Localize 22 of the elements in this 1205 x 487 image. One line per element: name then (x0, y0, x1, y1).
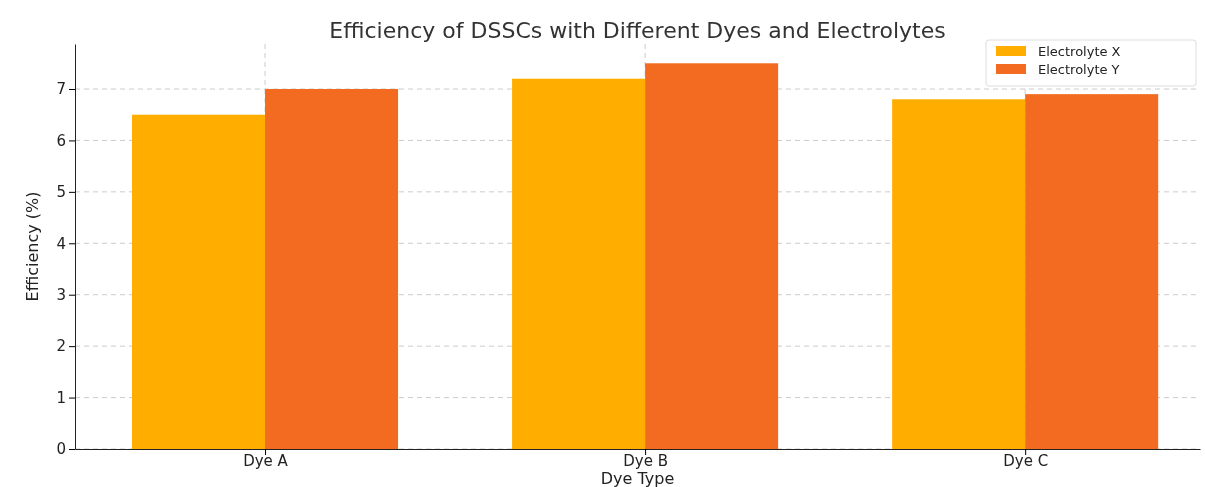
x-tick-label: Dye A (243, 452, 289, 471)
bar (892, 99, 1026, 449)
x-axis-title: Dye Type (600, 469, 675, 487)
y-tick-label: 0 (56, 440, 66, 459)
y-tick-label: 4 (56, 234, 66, 253)
y-tick-label: 3 (56, 286, 66, 305)
bar (645, 63, 779, 449)
y-tick-label: 5 (56, 183, 66, 202)
bar (132, 114, 266, 449)
x-tick-label: Dye B (623, 452, 668, 471)
chart-title: Efficiency of DSSCs with Different Dyes and Electrolytes (329, 18, 946, 43)
y-axis-title: Efficiency (%) (23, 191, 42, 302)
y-tick-label: 1 (56, 388, 66, 407)
x-tick-label: Dye C (1003, 452, 1049, 471)
y-tick-label: 2 (56, 337, 66, 356)
y-tick-label: 7 (56, 80, 66, 99)
bar (512, 78, 646, 449)
bar (1025, 94, 1159, 449)
legend-label: Electrolyte X (1038, 44, 1121, 59)
bar (265, 89, 399, 449)
legend-label: Electrolyte Y (1038, 62, 1120, 77)
y-tick-label: 6 (56, 131, 66, 150)
